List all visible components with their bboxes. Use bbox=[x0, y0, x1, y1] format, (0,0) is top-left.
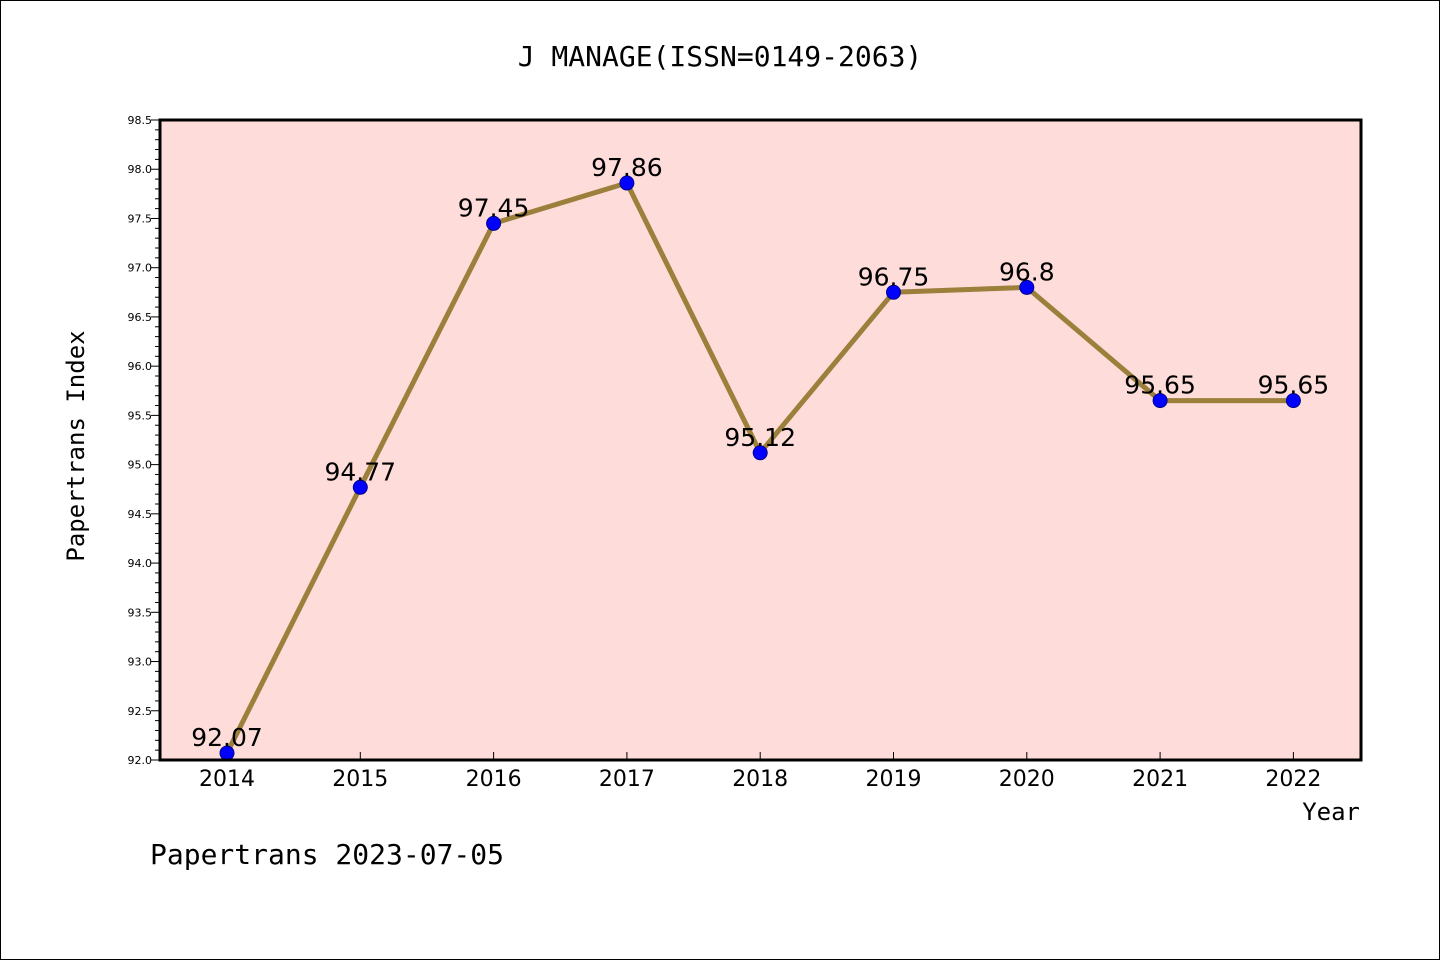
data-point bbox=[352, 479, 368, 495]
data-point bbox=[1285, 393, 1301, 409]
y-tick-label: 93.0 bbox=[128, 656, 153, 669]
chart-title: J MANAGE(ISSN=0149-2063) bbox=[518, 40, 923, 73]
data-label: 97.86 bbox=[591, 153, 663, 182]
x-tick-label: 2017 bbox=[599, 767, 655, 792]
data-point bbox=[752, 445, 768, 461]
data-label-group: 92.07 94.77 97.45 97.86 95.12 96.75 96.8 95.65 9… bbox=[191, 153, 1329, 752]
y-tick-label: 92.0 bbox=[128, 754, 153, 767]
x-axis-title: Year bbox=[1302, 798, 1360, 826]
x-tick-label: 2018 bbox=[732, 767, 788, 792]
data-label: 95.12 bbox=[724, 423, 796, 452]
y-tick-label: 93.5 bbox=[128, 606, 153, 619]
marker-group bbox=[219, 175, 1301, 761]
x-tick-label: 2014 bbox=[199, 767, 255, 792]
data-label: 95.65 bbox=[1258, 371, 1330, 400]
x-tick-label: 2016 bbox=[466, 767, 522, 792]
x-tick-label: 2019 bbox=[866, 767, 922, 792]
plot-border bbox=[158, 118, 1363, 762]
data-point bbox=[619, 175, 635, 191]
y-axis-title: Papertrans Index bbox=[62, 330, 90, 561]
plot-area bbox=[160, 120, 1361, 760]
y-tick-label: 95.0 bbox=[128, 459, 153, 472]
data-label: 94.77 bbox=[325, 457, 397, 486]
y-tick-label: 96.0 bbox=[128, 360, 153, 373]
data-point bbox=[486, 215, 502, 231]
y-tick-label: 94.0 bbox=[128, 557, 153, 570]
y-tick-label: 96.5 bbox=[128, 311, 153, 324]
y-tick-label: 97.5 bbox=[128, 212, 153, 225]
y-tick-label: 97.0 bbox=[128, 262, 153, 275]
x-axis: 2014 2015 2016 2017 2018 2019 2020 2021 2022 bbox=[199, 752, 1321, 792]
y-tick-label: 94.5 bbox=[128, 508, 153, 521]
data-label: 96.75 bbox=[858, 262, 930, 291]
y-tick-label: 95.5 bbox=[128, 409, 153, 422]
data-point bbox=[1019, 279, 1035, 295]
x-tick-label: 2015 bbox=[332, 767, 388, 792]
x-tick-label: 2021 bbox=[1132, 767, 1188, 792]
y-tick-label: 98.5 bbox=[128, 114, 153, 127]
y-tick-label: 98.0 bbox=[128, 163, 153, 176]
data-label: 96.8 bbox=[999, 257, 1055, 286]
data-label: 95.65 bbox=[1124, 371, 1196, 400]
x-tick-label: 2020 bbox=[999, 767, 1055, 792]
footer-source: Papertrans 2023-07-05 bbox=[150, 838, 504, 871]
y-tick-label: 92.5 bbox=[128, 705, 153, 718]
data-label: 97.45 bbox=[458, 193, 530, 222]
data-point bbox=[886, 284, 901, 300]
y-axis: 92.0 92.5 93.0 93.5 94.0 94.5 95.0 95.5 96.0 96.5… bbox=[128, 114, 160, 767]
x-tick-label: 2022 bbox=[1265, 767, 1321, 792]
data-point bbox=[1152, 393, 1168, 409]
data-label: 92.07 bbox=[191, 723, 263, 752]
